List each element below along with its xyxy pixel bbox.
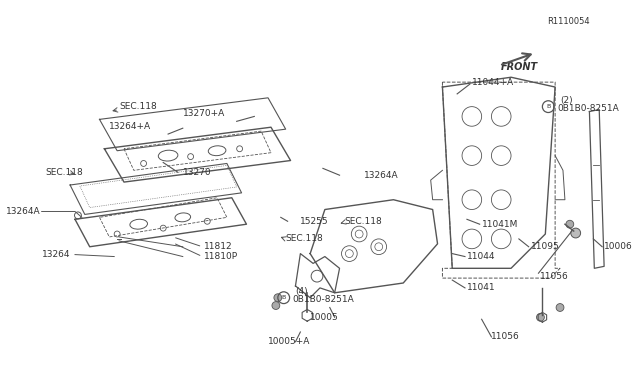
- Text: B: B: [282, 295, 286, 300]
- Text: (2): (2): [560, 96, 573, 105]
- Text: 11095: 11095: [531, 242, 559, 251]
- Text: SEC.118: SEC.118: [344, 217, 382, 226]
- Circle shape: [272, 302, 280, 310]
- Text: 11041M: 11041M: [482, 220, 518, 229]
- Text: 11812: 11812: [204, 242, 233, 251]
- Text: R1110054: R1110054: [547, 17, 589, 26]
- Text: SEC.118: SEC.118: [119, 102, 157, 111]
- Circle shape: [566, 220, 573, 228]
- Text: 13264A: 13264A: [364, 171, 399, 180]
- Text: FRONT: FRONT: [501, 62, 538, 73]
- Text: 13270+A: 13270+A: [183, 109, 225, 118]
- Text: 10005: 10005: [310, 313, 339, 322]
- Text: 0B1B0-8251A: 0B1B0-8251A: [292, 295, 355, 304]
- Text: 11044+A: 11044+A: [472, 78, 514, 87]
- Text: 11041: 11041: [467, 283, 495, 292]
- Text: 13264A: 13264A: [6, 207, 41, 216]
- Text: SEC.118: SEC.118: [285, 234, 323, 243]
- Text: 15255: 15255: [300, 217, 329, 226]
- Circle shape: [571, 228, 580, 238]
- Text: 10005+A: 10005+A: [268, 337, 310, 346]
- Circle shape: [556, 304, 564, 311]
- Text: 0B1B0-8251A: 0B1B0-8251A: [557, 104, 619, 113]
- Text: 11810P: 11810P: [204, 252, 239, 261]
- Text: 11056: 11056: [540, 272, 569, 280]
- Circle shape: [274, 294, 282, 302]
- Text: 13264+A: 13264+A: [109, 122, 152, 131]
- Text: 10006: 10006: [604, 242, 633, 251]
- Text: SEC.118: SEC.118: [45, 168, 83, 177]
- Text: (4): (4): [296, 287, 308, 296]
- Text: 13270: 13270: [183, 168, 211, 177]
- Text: 13264: 13264: [42, 250, 70, 259]
- Text: B: B: [546, 104, 550, 109]
- Text: 11044: 11044: [467, 252, 495, 261]
- Circle shape: [536, 313, 545, 321]
- Text: 11056: 11056: [492, 333, 520, 341]
